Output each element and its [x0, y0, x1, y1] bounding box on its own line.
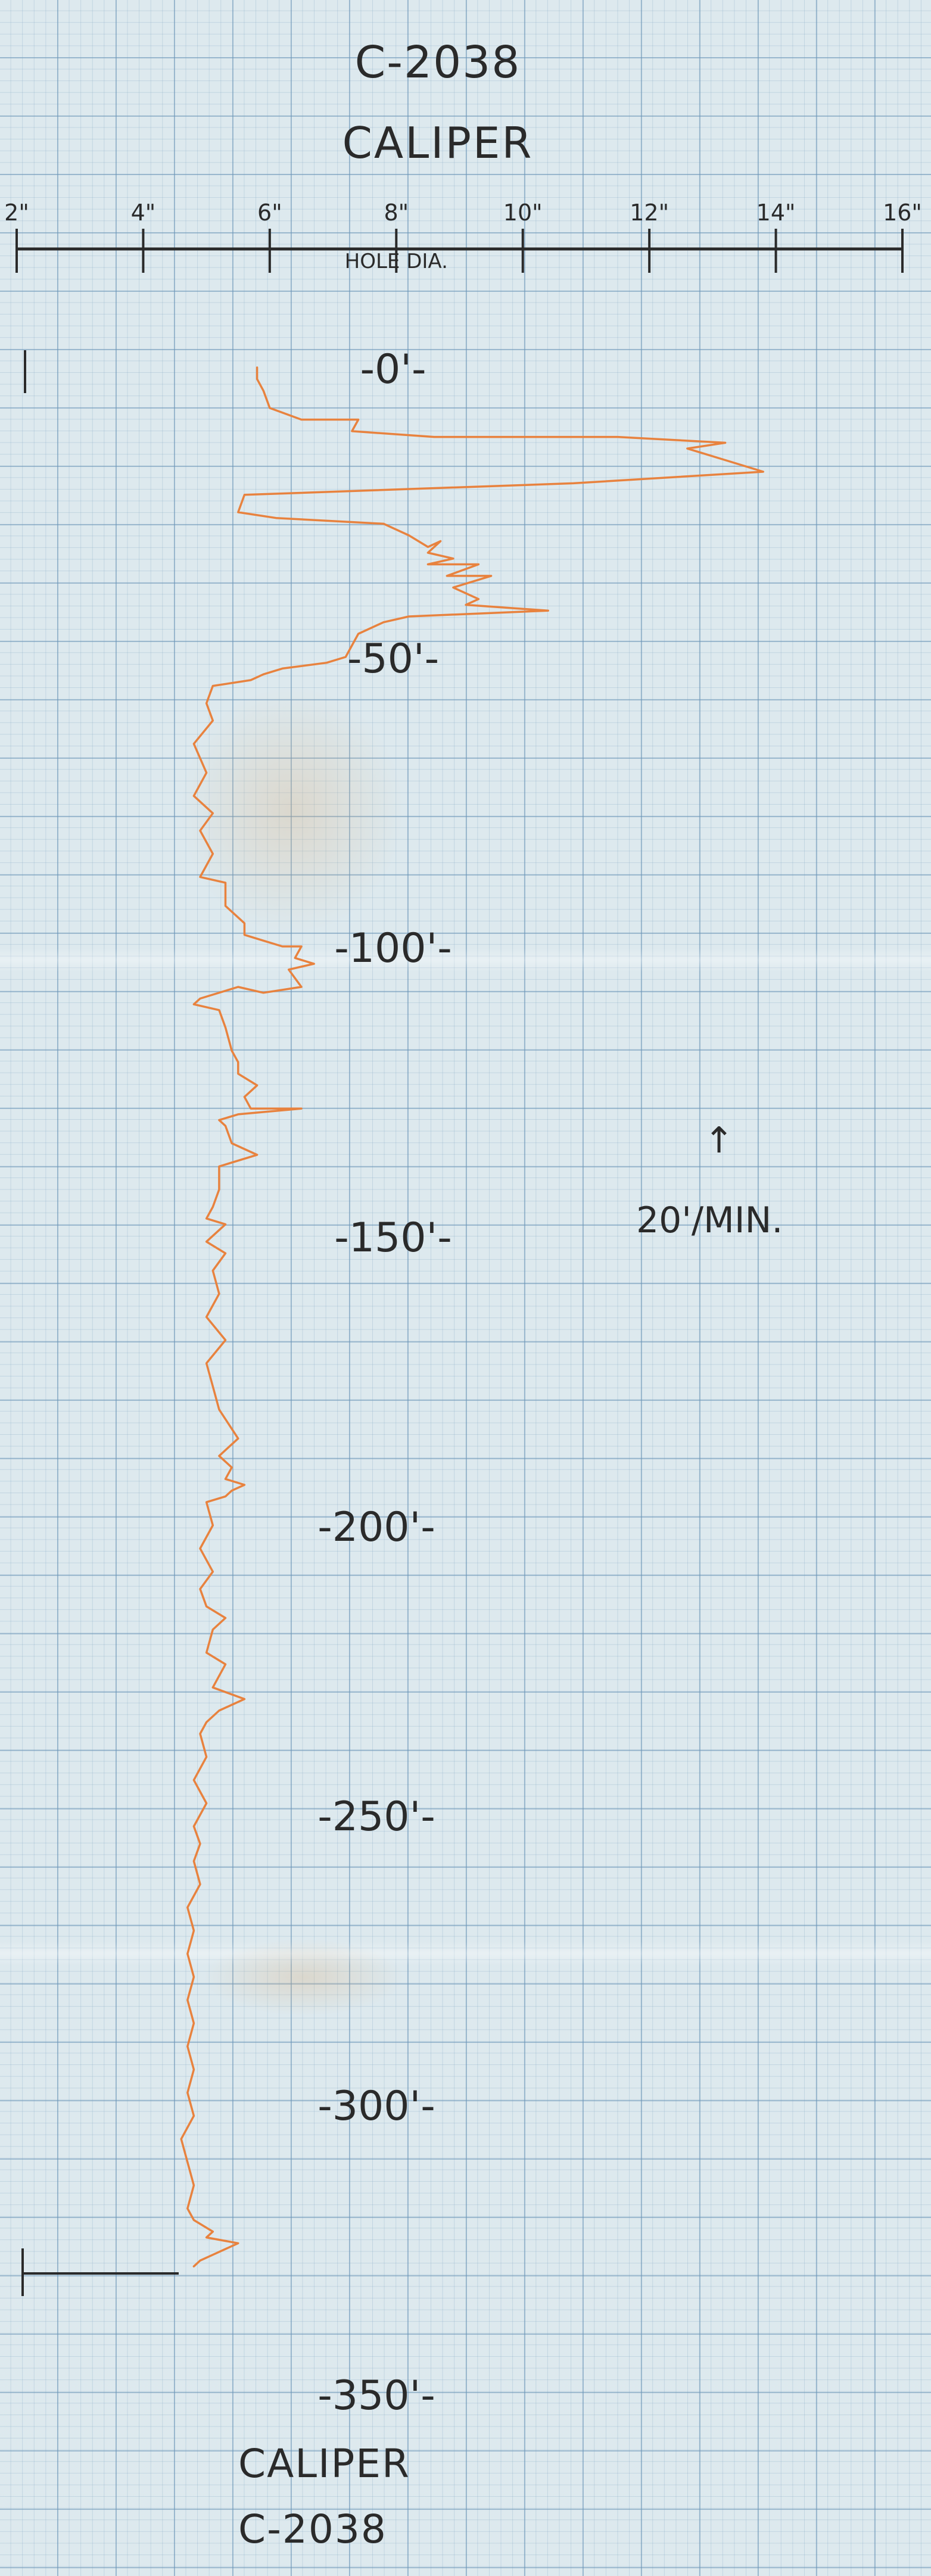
depth-label: -0'- [360, 346, 426, 393]
x-tick-label: 10" [503, 200, 543, 226]
depth-label: -350'- [317, 2372, 435, 2419]
caliper-trace [180, 366, 765, 2267]
x-tick-label: 12" [630, 200, 669, 226]
paper-stain [179, 685, 405, 935]
depth-label: -200'- [317, 1504, 435, 1551]
header-log-name: CALIPER [342, 118, 534, 168]
depth-labels: -0'- -50'- -100'- -150'- -200'- -250'- -300'- -… [317, 346, 452, 2419]
x-tick-label: 6" [257, 200, 282, 226]
depth-label: -50'- [347, 636, 439, 683]
footer-well-id: C-2038 [238, 2506, 387, 2552]
footer-log-name: CALIPER [238, 2441, 410, 2487]
paper-fold [0, 948, 931, 972]
logging-speed-note: 20'/MIN. [636, 1200, 783, 1241]
x-tick-label: 16" [883, 200, 922, 226]
x-axis-label: HOLE DIA. [345, 250, 448, 273]
depth-label: -250'- [317, 1793, 435, 1840]
x-tick-label: 2" [4, 200, 29, 226]
paper-fold [0, 1942, 931, 1966]
paper-stain [203, 1939, 405, 2016]
x-tick-label: 14" [756, 200, 796, 226]
depth-label: -150'- [334, 1214, 452, 1261]
diameter-scale-axis: 2" 4" 6" 8" 10" 12" 14" 16" [4, 200, 922, 273]
depth-label: -100'- [334, 925, 452, 972]
x-tick-label: 8" [384, 200, 409, 226]
up-arrow-icon: ↑ [704, 1120, 734, 1161]
header-well-id: C-2038 [354, 37, 521, 88]
depth-label: -300'- [317, 2083, 435, 2130]
log-marks [21, 350, 179, 2296]
x-tick-label: 4" [131, 200, 156, 226]
